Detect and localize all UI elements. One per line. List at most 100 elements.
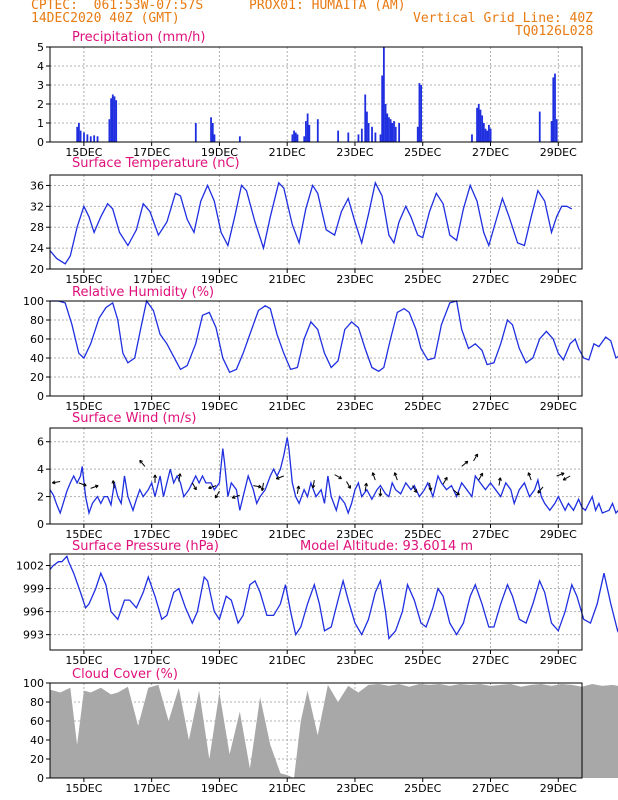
precip-bar: [489, 128, 492, 142]
x-tick-label: 21DEC: [269, 782, 306, 795]
precip-bar: [476, 107, 478, 142]
precip-bar: [552, 77, 555, 142]
x-tick-label: 15DEC: [65, 273, 102, 286]
precip-bar: [210, 117, 212, 142]
wind-vector: [394, 472, 398, 481]
precip-bar: [481, 115, 484, 142]
wind-vector: [473, 453, 478, 462]
precip-bar: [381, 75, 384, 142]
y-tick-label: 996: [23, 606, 44, 619]
precip-bar: [303, 136, 306, 142]
precip-bar: [360, 128, 363, 142]
x-tick-label: 17DEC: [133, 273, 170, 286]
wind-vector-head: [527, 472, 532, 476]
panel-frame: [49, 553, 583, 651]
wind-vector: [364, 483, 368, 492]
precip-bar: [337, 130, 340, 142]
wind-vector: [214, 490, 220, 499]
wind-vector-head: [177, 473, 182, 477]
precip-bar: [211, 123, 214, 142]
precip-bar: [486, 130, 489, 142]
x-tick-label: 21DEC: [269, 400, 306, 413]
precip-bar: [83, 132, 85, 142]
wind-vector-head: [498, 477, 502, 481]
y-tick-label: 40: [30, 352, 44, 365]
precip-bar: [96, 136, 99, 142]
precip-bar: [294, 132, 297, 142]
panel-title: Cloud Cover (%): [72, 667, 178, 682]
precip-bar: [538, 111, 541, 142]
x-tick-label: 25DEC: [404, 782, 441, 795]
series-line: [49, 180, 573, 265]
wind-vector: [346, 481, 351, 489]
wind-vector-head: [560, 472, 565, 477]
precip-bar: [308, 124, 311, 142]
x-tick-label: 27DEC: [472, 146, 509, 159]
cloud-cover-area: [50, 684, 618, 778]
wind-vector: [334, 474, 342, 480]
panel-title: Precipitation (mm/h): [72, 30, 205, 45]
x-tick-label: 19DEC: [201, 146, 238, 159]
x-tick-label: 25DEC: [404, 273, 441, 286]
y-tick-label: 4: [37, 60, 44, 73]
precip-bar: [238, 136, 241, 142]
panel-title: Surface Pressure (hPa): [72, 539, 219, 554]
x-tick-label: 15DEC: [65, 400, 102, 413]
wind-vector-head: [275, 475, 280, 480]
x-tick-label: 17DEC: [133, 400, 170, 413]
precip-bar: [110, 98, 112, 142]
precip-bar: [316, 119, 319, 142]
x-tick-label: 23DEC: [336, 273, 373, 286]
wind-vector: [537, 486, 544, 494]
x-tick-label: 25DEC: [404, 146, 441, 159]
precip-bar: [366, 111, 368, 142]
precip-bar: [115, 100, 118, 142]
y-tick-label: 36: [30, 179, 44, 192]
precip-bar: [382, 47, 385, 142]
wind-vector-head: [393, 472, 398, 476]
precip-bar: [479, 109, 482, 142]
wind-vector-head: [428, 487, 433, 492]
x-tick-label: 19DEC: [201, 654, 238, 667]
wind-vector-head: [94, 484, 99, 489]
precip-bar: [111, 94, 114, 142]
x-tick-label: 29DEC: [540, 528, 577, 541]
x-tick-label: 15DEC: [65, 782, 102, 795]
x-tick-label: 23DEC: [336, 400, 373, 413]
precip-bar: [555, 119, 558, 142]
x-tick-label: 29DEC: [540, 400, 577, 413]
x-tick-label: 21DEC: [269, 146, 306, 159]
precip-bar: [379, 134, 382, 142]
wind-vector-head: [231, 495, 236, 499]
wind-vector-head: [378, 493, 383, 497]
y-tick-label: 60: [30, 333, 44, 346]
wind-vector-head: [347, 485, 351, 489]
wind-vector: [498, 477, 501, 486]
y-tick-label: 80: [30, 696, 44, 709]
wind-vector-head: [111, 480, 116, 484]
x-tick-label: 17DEC: [133, 654, 170, 667]
y-tick-label: 28: [30, 221, 44, 234]
precip-bar: [393, 121, 395, 142]
wind-vector-head: [464, 460, 469, 465]
wind-vector-head: [51, 480, 56, 485]
wind-vector: [312, 480, 315, 489]
precip-bar: [291, 134, 294, 142]
header-line3-right: TQ0126L028: [515, 24, 594, 39]
wind-vector: [261, 482, 264, 491]
y-tick-label: 4: [37, 463, 44, 476]
wind-vector-head: [456, 491, 460, 496]
wind-vector-head: [537, 489, 542, 494]
precip-bar: [398, 123, 401, 142]
x-tick-label: 19DEC: [201, 528, 238, 541]
wind-vector-head: [258, 484, 262, 489]
y-tick-label: 100: [23, 295, 44, 308]
precip-bar: [305, 121, 307, 142]
y-tick-label: 20: [30, 753, 44, 766]
y-tick-label: 5: [37, 41, 44, 54]
series-line: [50, 299, 618, 374]
precip-bar: [488, 124, 490, 142]
precip-bar: [89, 136, 92, 142]
x-tick-label: 19DEC: [201, 782, 238, 795]
y-tick-label: 0: [37, 390, 44, 403]
